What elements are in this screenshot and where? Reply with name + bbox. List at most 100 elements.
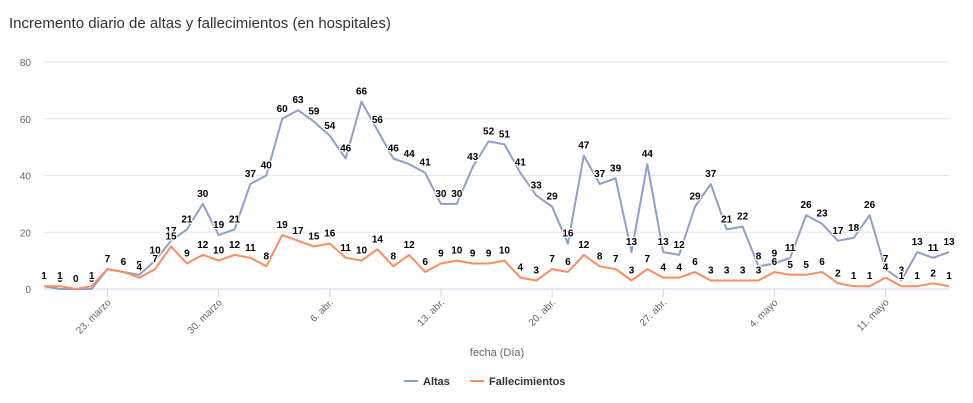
x-tick-label: 4. mayo bbox=[748, 297, 781, 330]
data-label: 4 bbox=[883, 263, 889, 274]
data-label: 41 bbox=[515, 158, 527, 169]
data-label: 2 bbox=[835, 268, 841, 279]
data-label: 11 bbox=[245, 243, 256, 254]
data-label: 37 bbox=[245, 169, 257, 180]
data-label: 0 bbox=[73, 274, 79, 285]
data-label: 2 bbox=[930, 268, 936, 279]
data-label: 4 bbox=[660, 263, 666, 274]
legend-label: Fallecimientos bbox=[489, 376, 565, 388]
data-label: 4 bbox=[676, 263, 682, 274]
x-axis: 23. marzo 30. marzo 6. abr. 13. abr. 20. abr… bbox=[44, 288, 949, 337]
data-label: 60 bbox=[277, 104, 289, 115]
data-label: 9 bbox=[486, 249, 492, 260]
data-label: 9 bbox=[438, 249, 444, 260]
data-label: 5 bbox=[803, 260, 809, 271]
data-label: 13 bbox=[626, 237, 638, 248]
data-label: 12 bbox=[197, 240, 209, 251]
legend[interactable]: Altas Fallecimientos bbox=[404, 376, 565, 388]
data-label: 3 bbox=[724, 266, 730, 277]
legend-item-1[interactable]: Fallecimientos bbox=[470, 376, 565, 388]
series-lines bbox=[43, 100, 950, 290]
data-label: 0 bbox=[89, 274, 95, 285]
data-label: 9 bbox=[772, 249, 778, 260]
data-label: 7 bbox=[613, 254, 619, 265]
data-label: 37 bbox=[594, 169, 606, 180]
data-label: 46 bbox=[340, 144, 352, 155]
data-label: 56 bbox=[372, 115, 384, 126]
data-label: 43 bbox=[467, 152, 479, 163]
data-label: 5 bbox=[787, 260, 793, 271]
x-tick-label: 30. marzo bbox=[186, 297, 226, 337]
data-label: 10 bbox=[356, 246, 368, 257]
data-label: 33 bbox=[531, 180, 543, 191]
data-label: 1 bbox=[914, 271, 920, 282]
data-label: 13 bbox=[912, 237, 924, 248]
data-label: 30 bbox=[197, 189, 209, 200]
y-tick-label: 60 bbox=[20, 115, 32, 126]
data-label: 12 bbox=[229, 240, 241, 251]
data-label: 29 bbox=[547, 192, 559, 203]
data-label: 63 bbox=[292, 95, 304, 106]
data-label: 12 bbox=[404, 240, 416, 251]
data-label: 4 bbox=[137, 263, 143, 274]
data-label: 26 bbox=[864, 200, 876, 211]
x-tick-label: 20. abr. bbox=[527, 297, 558, 328]
data-label: 7 bbox=[549, 254, 555, 265]
x-tick-label: 6. abr. bbox=[308, 297, 335, 324]
data-label: 21 bbox=[229, 214, 241, 225]
data-label: 13 bbox=[943, 237, 955, 248]
data-label: 1 bbox=[867, 271, 873, 282]
data-label: 6 bbox=[121, 257, 127, 268]
data-label: 26 bbox=[801, 200, 813, 211]
data-label: 14 bbox=[372, 234, 384, 245]
data-label: 1 bbox=[946, 271, 952, 282]
legend-label: Altas bbox=[423, 376, 450, 388]
y-tick-label: 80 bbox=[20, 58, 32, 69]
data-label: 17 bbox=[832, 226, 844, 237]
y-tick-label: 20 bbox=[20, 228, 32, 239]
legend-item-0[interactable]: Altas bbox=[404, 376, 450, 388]
data-label: 3 bbox=[740, 266, 746, 277]
data-label: 6 bbox=[565, 257, 571, 268]
series-line-1[interactable] bbox=[44, 234, 950, 290]
data-label: 1 bbox=[57, 271, 63, 282]
data-label: 8 bbox=[264, 251, 270, 262]
series-line-0[interactable] bbox=[43, 100, 950, 290]
data-label: 11 bbox=[928, 243, 939, 254]
data-label: 0 bbox=[73, 274, 79, 285]
data-label: 0 bbox=[57, 274, 63, 285]
y-tick-label: 0 bbox=[25, 285, 31, 296]
data-label: 39 bbox=[610, 163, 622, 174]
data-label: 66 bbox=[356, 87, 368, 98]
data-label: 4 bbox=[518, 263, 524, 274]
data-label: 16 bbox=[562, 229, 574, 240]
data-label: 44 bbox=[404, 149, 416, 160]
data-label: 8 bbox=[756, 251, 762, 262]
data-label: 1 bbox=[41, 271, 47, 282]
data-label: 1 bbox=[89, 271, 95, 282]
data-label: 10 bbox=[150, 246, 162, 257]
data-label: 23 bbox=[816, 209, 828, 220]
data-label: 21 bbox=[721, 214, 733, 225]
data-label: 6 bbox=[692, 257, 698, 268]
data-label: 3 bbox=[533, 266, 539, 277]
data-label: 3 bbox=[708, 266, 714, 277]
data-label: 10 bbox=[451, 246, 463, 257]
data-label: 12 bbox=[578, 240, 590, 251]
data-label: 8 bbox=[391, 251, 397, 262]
data-label: 44 bbox=[642, 149, 654, 160]
data-label: 9 bbox=[470, 249, 476, 260]
data-label: 7 bbox=[105, 254, 111, 265]
data-label: 6 bbox=[772, 257, 778, 268]
data-label: 40 bbox=[261, 161, 273, 172]
data-label: 1 bbox=[41, 271, 47, 282]
data-label: 7 bbox=[883, 254, 889, 265]
data-label: 15 bbox=[165, 231, 177, 242]
data-label: 6 bbox=[422, 257, 428, 268]
data-label: 7 bbox=[105, 254, 111, 265]
x-axis-title: fecha (Día) bbox=[470, 347, 524, 359]
data-label: 7 bbox=[152, 254, 158, 265]
data-label: 21 bbox=[181, 214, 193, 225]
x-tick-label: 11. mayo bbox=[855, 297, 892, 334]
data-label: 3 bbox=[899, 266, 905, 277]
